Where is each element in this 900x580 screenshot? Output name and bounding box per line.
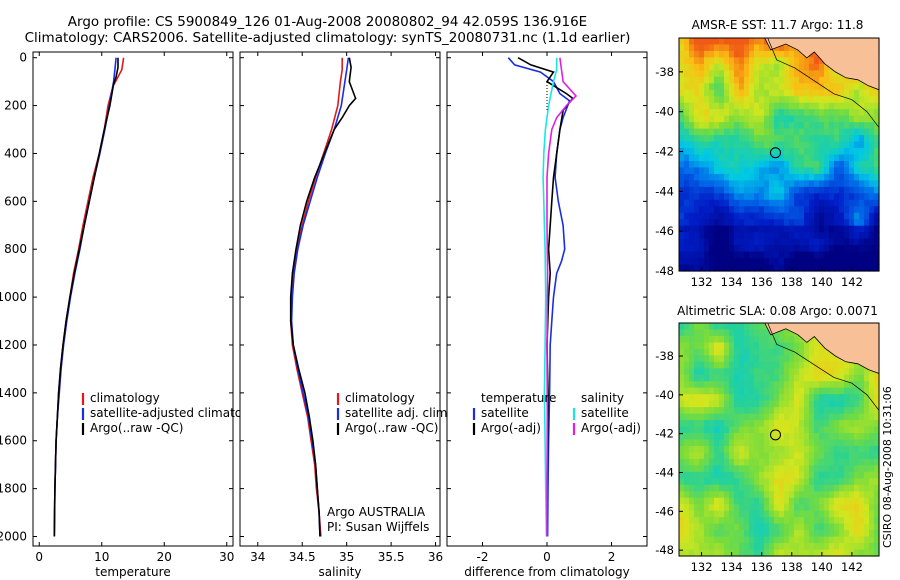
map-x-tick-label: 138	[781, 560, 803, 574]
x-tick-label: 35.5	[378, 550, 405, 564]
map-y-tick-label: -48	[655, 264, 674, 278]
depth-tick-label: 1200	[0, 338, 27, 352]
depth-tick-label: 200	[4, 99, 27, 113]
x-tick-label: 34.5	[289, 550, 316, 564]
series-line-0-2	[53, 57, 119, 537]
legend-entry: Argo(-adj)	[481, 421, 541, 435]
argo-position-marker	[769, 429, 781, 441]
legend-entry: Argo(-adj)	[581, 421, 641, 435]
legend-group-title: temperature	[481, 391, 556, 405]
x-tick-label: 0	[35, 550, 43, 564]
legend-group-title: salinity	[581, 391, 624, 405]
sst-map-title: AMSR-E SST: 11.7 Argo: 11.8	[691, 18, 864, 32]
map-x-tick-label: 140	[811, 275, 833, 289]
series-line-2-2	[542, 57, 558, 537]
shelf-contour	[767, 322, 880, 411]
map-y-tick-label: -40	[655, 388, 674, 402]
series-line-1-2	[289, 57, 357, 537]
panel-frame-1	[239, 51, 441, 547]
legend-entry: satellite adj. clim.	[345, 406, 451, 420]
legend-entry: satellite-adjusted climatology	[90, 406, 268, 420]
map-x-tick-label: 136	[751, 275, 773, 289]
annotation-text: Argo AUSTRALIA	[327, 505, 426, 519]
map-x-tick-label: 132	[691, 560, 713, 574]
x-axis-label: salinity	[318, 565, 361, 579]
map-x-tick-label: 142	[841, 275, 863, 289]
depth-tick-label: 0	[19, 51, 27, 65]
map-x-tick-label: 140	[811, 560, 833, 574]
land-area	[764, 37, 880, 91]
shelf-contour	[767, 37, 880, 128]
map-y-tick-label: -38	[655, 65, 674, 79]
map-y-tick-label: -42	[655, 145, 674, 159]
sla-map-title: Altimetric SLA: 0.08 Argo: 0.0071	[677, 304, 878, 318]
legend-entry: satellite	[481, 406, 529, 420]
map-y-tick-label: -46	[655, 224, 674, 238]
series-line-2-3	[546, 57, 578, 537]
legend-entry: Argo(..raw -QC)	[345, 421, 438, 435]
map-y-tick-label: -48	[655, 543, 674, 557]
map-x-tick-label: 142	[841, 560, 863, 574]
x-tick-label: 20	[157, 550, 172, 564]
argo-position-marker	[769, 147, 781, 159]
depth-tick-label: 600	[4, 194, 27, 208]
x-tick-label: 2	[608, 550, 616, 564]
x-tick-label: 35	[339, 550, 354, 564]
depth-tick-label: 2000	[0, 530, 27, 544]
depth-tick-label: 400	[4, 146, 27, 160]
map-frame-1	[678, 322, 880, 557]
series-line-1-0	[289, 57, 344, 537]
map-y-tick-label: -44	[655, 184, 674, 198]
map-y-tick-label: -38	[655, 349, 674, 363]
figure-title-line1: Argo profile: CS 5900849_126 01-Aug-2008…	[67, 14, 588, 30]
x-tick-label: 0	[543, 550, 551, 564]
x-axis-label: temperature	[95, 565, 170, 579]
map-y-tick-label: -46	[655, 504, 674, 518]
legend-entry: climatology	[345, 391, 415, 405]
legend-entry: Argo(..raw -QC)	[90, 421, 183, 435]
depth-tick-label: 800	[4, 242, 27, 256]
figure-title-line2: Climatology: CARS2006. Satellite-adjuste…	[24, 30, 631, 46]
map-x-tick-label: 132	[691, 275, 713, 289]
map-x-tick-label: 134	[721, 560, 743, 574]
x-axis-label: difference from climatology	[464, 565, 630, 579]
depth-tick-label: 1400	[0, 386, 27, 400]
map-x-tick-label: 136	[751, 560, 773, 574]
depth-tick-label: 1800	[0, 482, 27, 496]
map-y-tick-label: -44	[655, 466, 674, 480]
depth-tick-label: 1600	[0, 434, 27, 448]
map-y-tick-label: -42	[655, 427, 674, 441]
map-frame-0	[678, 37, 880, 272]
panel-frame-0	[32, 51, 234, 547]
land-area	[764, 322, 880, 375]
x-tick-label: 34	[250, 550, 265, 564]
map-field-1	[679, 323, 880, 557]
map-y-tick-label: -40	[655, 105, 674, 119]
map-x-tick-label: 138	[781, 275, 803, 289]
x-tick-label: 36	[428, 550, 443, 564]
depth-tick-label: 1000	[0, 290, 27, 304]
map-x-tick-label: 134	[721, 275, 743, 289]
annotation-text: PI: Susan Wijffels	[327, 520, 429, 534]
x-tick-label: 10	[94, 550, 109, 564]
legend-entry: climatology	[90, 391, 160, 405]
x-tick-label: 30	[219, 550, 234, 564]
x-tick-label: -2	[476, 550, 488, 564]
legend-entry: satellite	[581, 406, 629, 420]
